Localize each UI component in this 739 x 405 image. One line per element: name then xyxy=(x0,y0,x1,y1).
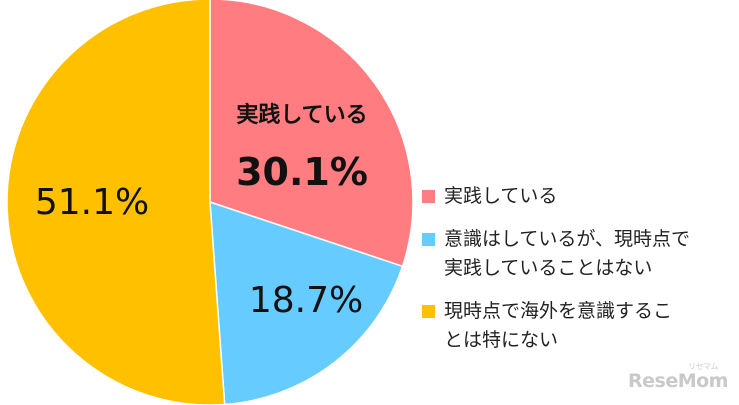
slice-tokuninai xyxy=(6,0,226,405)
slice-ishiki xyxy=(209,200,404,405)
resemom-logo: ReseMom リセマム xyxy=(628,362,728,392)
legend-label: 実践している xyxy=(444,185,558,207)
legend-swatch xyxy=(422,233,435,246)
legend-label-line-1: 現時点で海外を意識するこ xyxy=(444,300,673,322)
legend: 実践している 意識はしているが、現時点で 実践していることはない 現時点で海外を… xyxy=(422,182,734,369)
pie-labels: 実践している 30.1% 18.7% 51.1% xyxy=(35,102,368,321)
legend-swatch xyxy=(422,305,435,318)
legend-label-line-2: 実践していることはない xyxy=(444,257,653,279)
slice-value-label: 51.1% xyxy=(35,182,149,223)
slice-inline-label: 実践している xyxy=(236,102,367,128)
watermark-text: ReseMom xyxy=(628,370,728,392)
legend-item-jissen: 実践している xyxy=(422,182,734,211)
watermark-sub: リセマム xyxy=(688,362,719,371)
legend-item-ishiki: 意識はしているが、現時点で 実践していることはない xyxy=(422,225,734,283)
legend-item-tokuninai: 現時点で海外を意識するこ とは特にない xyxy=(422,297,734,355)
legend-label-line-1: 意識はしているが、現時点で xyxy=(444,228,691,250)
legend-swatch xyxy=(422,190,435,203)
slice-value-label: 18.7% xyxy=(249,280,363,321)
slice-value-label: 30.1% xyxy=(236,150,368,194)
pie-slices xyxy=(6,0,414,405)
slice-jissen xyxy=(209,0,414,268)
legend-label-line-2: とは特にない xyxy=(444,329,559,351)
